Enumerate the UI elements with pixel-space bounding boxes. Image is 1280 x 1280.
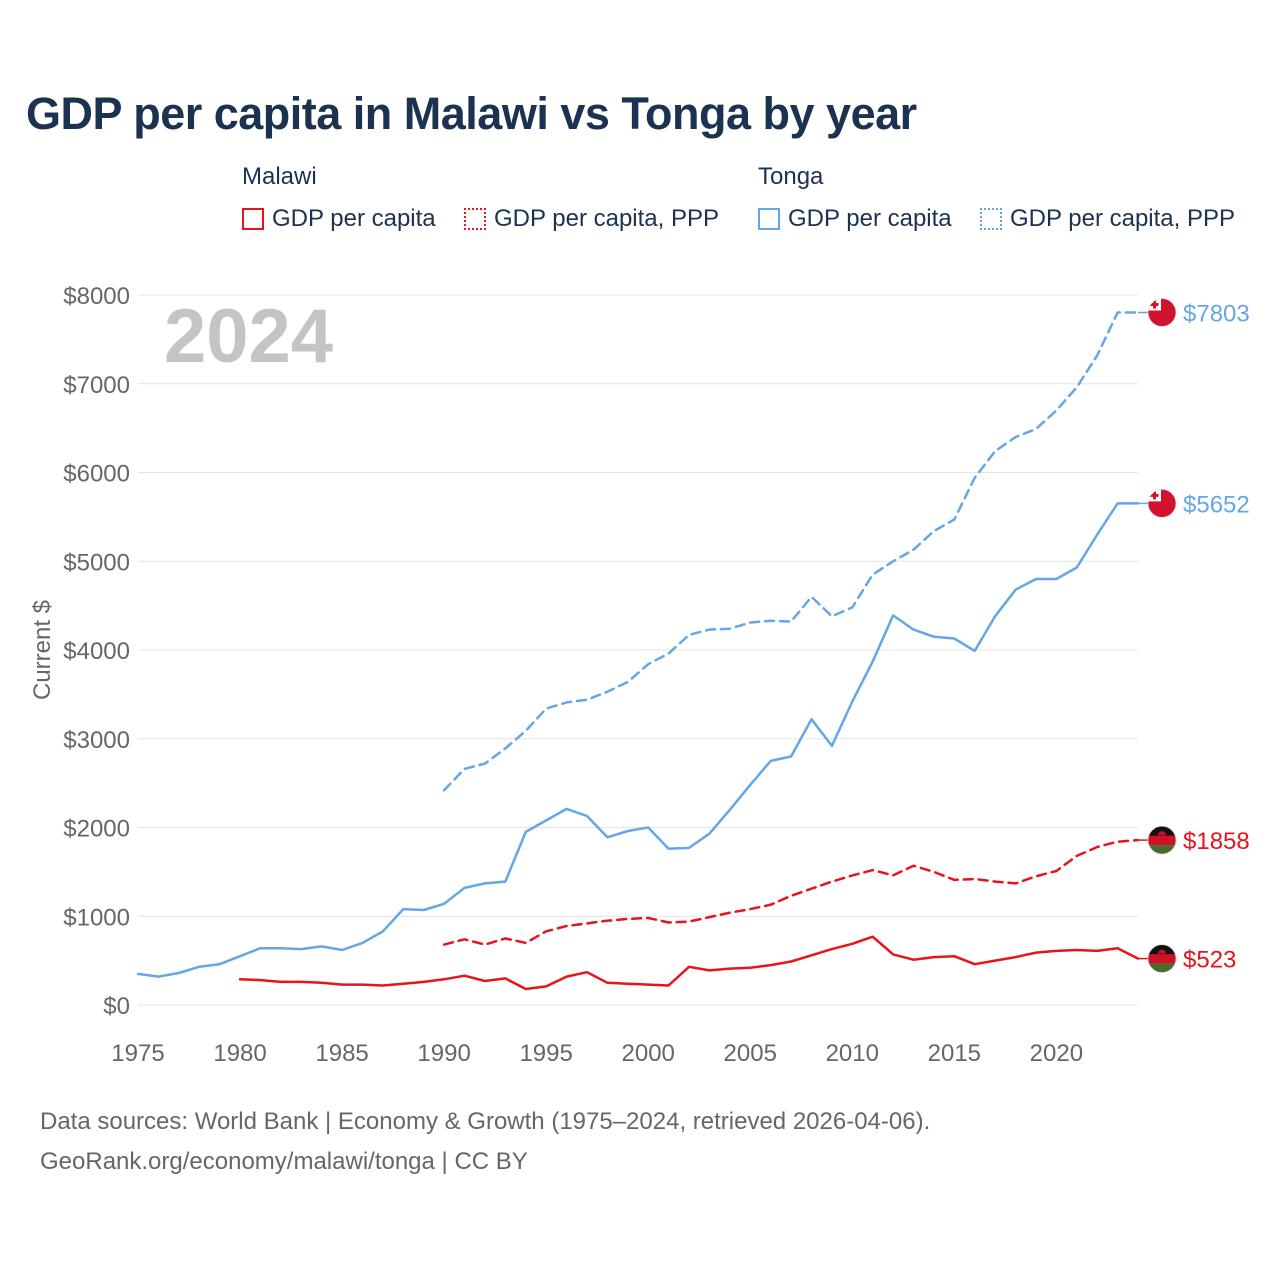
x-tick-label: 1985 — [315, 1040, 368, 1067]
x-tick-label: 1990 — [417, 1040, 470, 1067]
legend-tonga-gdp-ppp[interactable]: GDP per capita, PPP — [980, 204, 1235, 234]
end-value-label: $7803 — [1183, 300, 1250, 327]
legend-tonga-gdp[interactable]: GDP per capita — [758, 204, 952, 234]
y-tick-label: $3000 — [63, 727, 130, 754]
flag-outline — [1147, 298, 1177, 327]
chart-title: GDP per capita in Malawi vs Tonga by yea… — [26, 88, 917, 139]
y-tick-label: $5000 — [63, 549, 130, 576]
flag-body — [1148, 489, 1176, 518]
flag-outline — [1147, 825, 1177, 855]
flag-stripe-green — [1148, 963, 1176, 973]
legend-swatch-solid-blue — [758, 208, 780, 230]
legend-label: GDP per capita, PPP — [494, 205, 719, 232]
legend-swatch-dotted-red — [464, 208, 486, 230]
y-tick-label: $1000 — [63, 904, 130, 931]
end-value-label: $1858 — [1183, 828, 1250, 855]
flag-sun — [1158, 949, 1166, 954]
legend-malawi-gdp[interactable]: GDP per capita — [242, 204, 436, 234]
end-value-label: $5652 — [1183, 491, 1250, 518]
series-line — [238, 935, 1140, 991]
flag-body — [1148, 944, 1176, 973]
tonga-flag-icon — [1147, 488, 1177, 518]
flag-stripe-red — [1148, 954, 1176, 964]
footer-credit: GeoRank.org/economy/malawi/tonga | CC BY — [40, 1148, 528, 1175]
flag-body — [1148, 826, 1176, 855]
legend-swatch-solid-red — [242, 208, 264, 230]
malawi-flag-icon — [1147, 944, 1177, 973]
flag-stripe-red — [1148, 835, 1176, 846]
flag-cross-h — [1150, 302, 1159, 306]
tonga-flag-icon — [1147, 298, 1177, 327]
flag-sun — [1158, 831, 1166, 836]
y-tick-label: $2000 — [63, 816, 130, 843]
y-tick-label: $4000 — [63, 638, 130, 665]
y-tick-label: $8000 — [63, 283, 130, 310]
malawi-flag-icon — [1147, 825, 1177, 855]
legend-swatch-dotted-blue — [980, 208, 1002, 230]
legend-group-malawi: Malawi — [242, 163, 317, 190]
year-watermark: 2024 — [164, 294, 333, 379]
flag-cross-h — [1150, 493, 1159, 497]
x-tick-label: 1975 — [111, 1040, 164, 1067]
y-tick-label: $0 — [103, 993, 130, 1020]
y-tick-label: $7000 — [63, 372, 130, 399]
x-tick-label: 2020 — [1030, 1040, 1083, 1067]
x-tick-label: 1995 — [519, 1040, 572, 1067]
footer-sources: Data sources: World Bank | Economy & Gro… — [40, 1108, 931, 1135]
x-tick-label: 2010 — [826, 1040, 879, 1067]
legend-label: GDP per capita, PPP — [1010, 205, 1235, 232]
x-tick-label: 2000 — [622, 1040, 675, 1067]
legend-label: GDP per capita — [788, 205, 952, 232]
series-line — [442, 838, 1140, 946]
flag-outline — [1147, 488, 1177, 518]
legend-group-tonga: Tonga — [758, 163, 824, 190]
y-tick-label: $6000 — [63, 461, 130, 488]
legend-malawi-gdp-ppp[interactable]: GDP per capita, PPP — [464, 204, 719, 234]
x-tick-label: 2015 — [928, 1040, 981, 1067]
y-axis-title: Current $ — [29, 600, 56, 700]
flag-stripe-green — [1148, 845, 1176, 855]
flag-outline — [1147, 944, 1177, 973]
legend-label: GDP per capita — [272, 205, 436, 232]
series-line — [136, 502, 1140, 978]
flag-body — [1148, 298, 1176, 327]
x-tick-label: 1980 — [213, 1040, 266, 1067]
x-tick-label: 2005 — [724, 1040, 777, 1067]
end-value-label: $523 — [1183, 947, 1236, 974]
